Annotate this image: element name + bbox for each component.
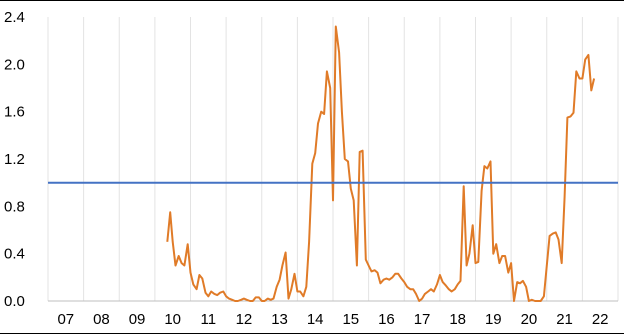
series-line-orange [166,25,596,302]
x-tick-label: 11 [201,311,217,328]
x-tick-label: 19 [485,311,502,328]
x-tick-label: 21 [556,311,573,328]
x-tick-label: 10 [164,311,181,328]
x-tick-label: 12 [236,311,253,328]
x-tick-label: 15 [342,311,359,328]
x-axis: 07 08 09 10 11 12 13 14 15 16 17 18 19 20 21 22 [57,311,608,328]
x-tick-label: 18 [449,311,466,328]
y-tick-label: 0.8 [4,198,25,215]
x-tick-label: 13 [271,311,288,328]
y-axis: 0.0 0.4 0.8 1.2 1.6 2.0 2.4 [4,9,25,310]
x-tick-label: 22 [592,311,609,328]
y-tick-label: 2.0 [4,56,25,73]
x-tick-label: 07 [57,311,74,328]
y-tick-label: 1.2 [4,151,25,168]
x-tick-label: 20 [521,311,538,328]
x-tick-label: 14 [307,311,324,328]
series-layer [48,25,618,302]
x-tick-label: 08 [93,311,110,328]
x-tick-label: 16 [378,311,395,328]
x-tick-label: 17 [414,311,431,328]
y-tick-label: 0.0 [4,293,25,310]
y-tick-label: 0.4 [4,246,25,263]
y-tick-label: 2.4 [4,9,25,26]
y-tick-label: 1.6 [4,104,25,121]
x-tick-label: 09 [129,311,146,328]
